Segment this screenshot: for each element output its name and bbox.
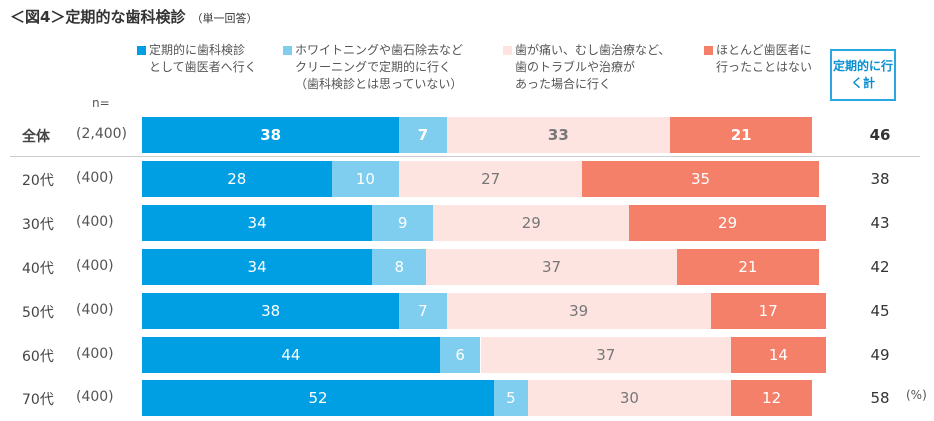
row-n: (400)	[76, 346, 114, 362]
bar-segment-1: 44	[142, 337, 440, 373]
legend-label: として歯医者へ行く	[149, 60, 257, 74]
bar-segment-4: 21	[676, 249, 819, 285]
bar-segment-2: 5	[494, 380, 528, 416]
legend-label: （歯科検診とは思っていない）	[295, 77, 463, 91]
bar-segment-1: 38	[142, 293, 400, 329]
total-column-header: 定期的に行く計	[830, 49, 896, 101]
bar-segment-4: 29	[629, 205, 826, 241]
bar-segment-3: 39	[446, 293, 711, 329]
bar-segment-1: 34	[142, 249, 373, 285]
legend-label: 歯のトラブルや治療が	[515, 60, 636, 74]
row-total: 45	[870, 302, 890, 320]
bar-segment-1: 28	[142, 161, 332, 197]
legend-label: あった場合に行く	[515, 77, 612, 91]
bar-segment-1: 34	[142, 205, 373, 241]
bar-segment-2: 9	[372, 205, 434, 241]
row-total: 49	[870, 346, 890, 364]
legend-label: クリーニングで定期的に行く	[295, 60, 452, 74]
legend-item: ほとんど歯医者に 行ったことはない	[704, 42, 812, 76]
row-label: 全体	[22, 129, 50, 145]
n-label: n=	[92, 96, 110, 110]
bar-segment-4: 14	[730, 337, 826, 373]
row-label: 40代	[22, 261, 54, 277]
legend-swatch	[137, 46, 146, 55]
legend-label: ホワイトニングや歯石除去など	[295, 43, 464, 57]
unit-label: (%)	[906, 388, 927, 402]
legend-label: 定期的に歯科検診	[149, 43, 246, 57]
row-n: (400)	[76, 389, 114, 405]
divider	[10, 156, 920, 157]
row-label: 60代	[22, 349, 54, 365]
row-n: (400)	[76, 302, 114, 318]
row-n: (2,400)	[76, 126, 128, 142]
row-label: 30代	[22, 217, 54, 233]
row-label: 20代	[22, 173, 54, 189]
bar-segment-4: 21	[670, 117, 813, 153]
row-n: (400)	[76, 170, 114, 186]
legend-item: ホワイトニングや歯石除去など クリーニングで定期的に行く （歯科検診とは思っていない…	[283, 42, 463, 93]
legend-swatch	[283, 46, 292, 55]
row-total: 58	[870, 389, 890, 407]
legend-label: 行ったことはない	[716, 60, 813, 74]
row-total: 43	[870, 214, 890, 232]
row-total: 38	[870, 170, 890, 188]
bar-segment-3: 33	[446, 117, 671, 153]
bar-segment-4: 12	[730, 380, 813, 416]
row-n: (400)	[76, 258, 114, 274]
bar-segment-2: 10	[331, 161, 400, 197]
bar-segment-4: 35	[582, 161, 819, 197]
subtitle: （単一回答）	[191, 12, 258, 25]
legend-label: 歯が痛い、むし歯治療など、	[515, 43, 671, 57]
chart-title: ＜図4＞定期的な歯科検診 （単一回答）	[10, 6, 257, 27]
bar-segment-3: 37	[480, 337, 731, 373]
bar-segment-3: 27	[399, 161, 583, 197]
bar-segment-1: 52	[142, 380, 495, 416]
legend-swatch	[704, 46, 713, 55]
legend-item: 歯が痛い、むし歯治療など、 歯のトラブルや治療が あった場合に行く	[503, 42, 670, 93]
legend-item: 定期的に歯科検診 として歯医者へ行く	[137, 42, 257, 76]
title-text: ＜図4＞定期的な歯科検診	[10, 8, 186, 26]
legend-swatch	[503, 46, 512, 55]
bar-segment-3: 29	[433, 205, 630, 241]
bar-segment-2: 6	[439, 337, 481, 373]
bar-segment-2: 7	[399, 293, 447, 329]
bar-segment-2: 7	[399, 117, 447, 153]
row-label: 70代	[22, 392, 54, 408]
row-total: 42	[870, 258, 890, 276]
row-n: (400)	[76, 214, 114, 230]
bar-segment-3: 37	[426, 249, 677, 285]
legend-label: ほとんど歯医者に	[716, 43, 812, 57]
row-label: 50代	[22, 305, 54, 321]
bar-segment-2: 8	[372, 249, 427, 285]
bar-segment-3: 30	[527, 380, 731, 416]
row-total: 46	[869, 126, 891, 144]
bar-segment-4: 17	[710, 293, 826, 329]
bar-segment-1: 38	[142, 117, 400, 153]
